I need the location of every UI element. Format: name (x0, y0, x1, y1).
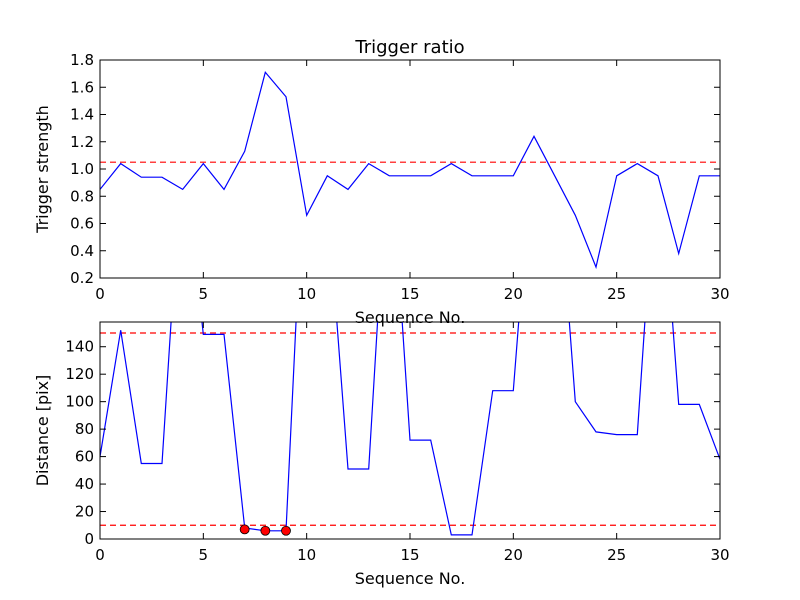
y-tick-label: 40 (75, 475, 94, 493)
y-tick-label: 0.4 (70, 242, 94, 260)
x-tick-label: 25 (607, 285, 626, 303)
series-line-0 (100, 322, 720, 536)
x-tick-label: 10 (297, 285, 316, 303)
x-axis-label: Sequence No. (355, 569, 466, 588)
y-tick-label: 80 (75, 420, 94, 438)
y-tick-label: 0 (84, 530, 94, 548)
data-point-marker-1 (260, 525, 271, 536)
x-tick-label: 0 (95, 546, 105, 564)
y-axis-label: Trigger strength (33, 105, 52, 234)
top-axes: 0 5 10 15 20 25 300.20.40.60.81.01.21.41.61.8S… (33, 51, 730, 327)
x-tick-label: 15 (400, 546, 419, 564)
y-tick-label: 1.0 (70, 160, 94, 178)
x-tick-label: 20 (504, 546, 523, 564)
series-line-0 (100, 71, 720, 270)
y-tick-label: 1.4 (70, 106, 94, 124)
y-tick-label: 1.8 (70, 51, 94, 69)
y-axis-label: Distance [pix] (33, 375, 52, 487)
x-tick-label: 5 (199, 546, 209, 564)
x-tick-label: 0 (95, 285, 105, 303)
x-tick-label: 10 (297, 546, 316, 564)
y-tick-label: 0.2 (70, 269, 94, 287)
data-point-marker-0 (239, 524, 250, 535)
x-tick-label: 30 (710, 285, 729, 303)
y-tick-label: 100 (65, 393, 94, 411)
y-tick-label: 20 (75, 503, 94, 521)
x-tick-label: 5 (199, 285, 209, 303)
x-tick-label: 25 (607, 546, 626, 564)
data-point-marker-2 (281, 525, 291, 536)
x-tick-label: 30 (710, 546, 729, 564)
y-tick-label: 60 (75, 448, 94, 466)
y-tick-label: 1.6 (70, 78, 94, 96)
x-tick-label: 20 (504, 285, 523, 303)
x-tick-label: 15 (400, 285, 419, 303)
y-tick-label: 0.8 (70, 187, 94, 205)
chart-title: Trigger ratio (354, 37, 464, 58)
y-tick-label: 1.2 (70, 133, 94, 151)
y-tick-label: 140 (65, 338, 94, 356)
y-tick-label: 0.6 (70, 215, 94, 233)
y-tick-label: 120 (65, 365, 94, 383)
bottom-axes: 0 5 10 15 20 25 30 0 20 40 60 80 100 120 140 Sequence N… (33, 321, 730, 588)
